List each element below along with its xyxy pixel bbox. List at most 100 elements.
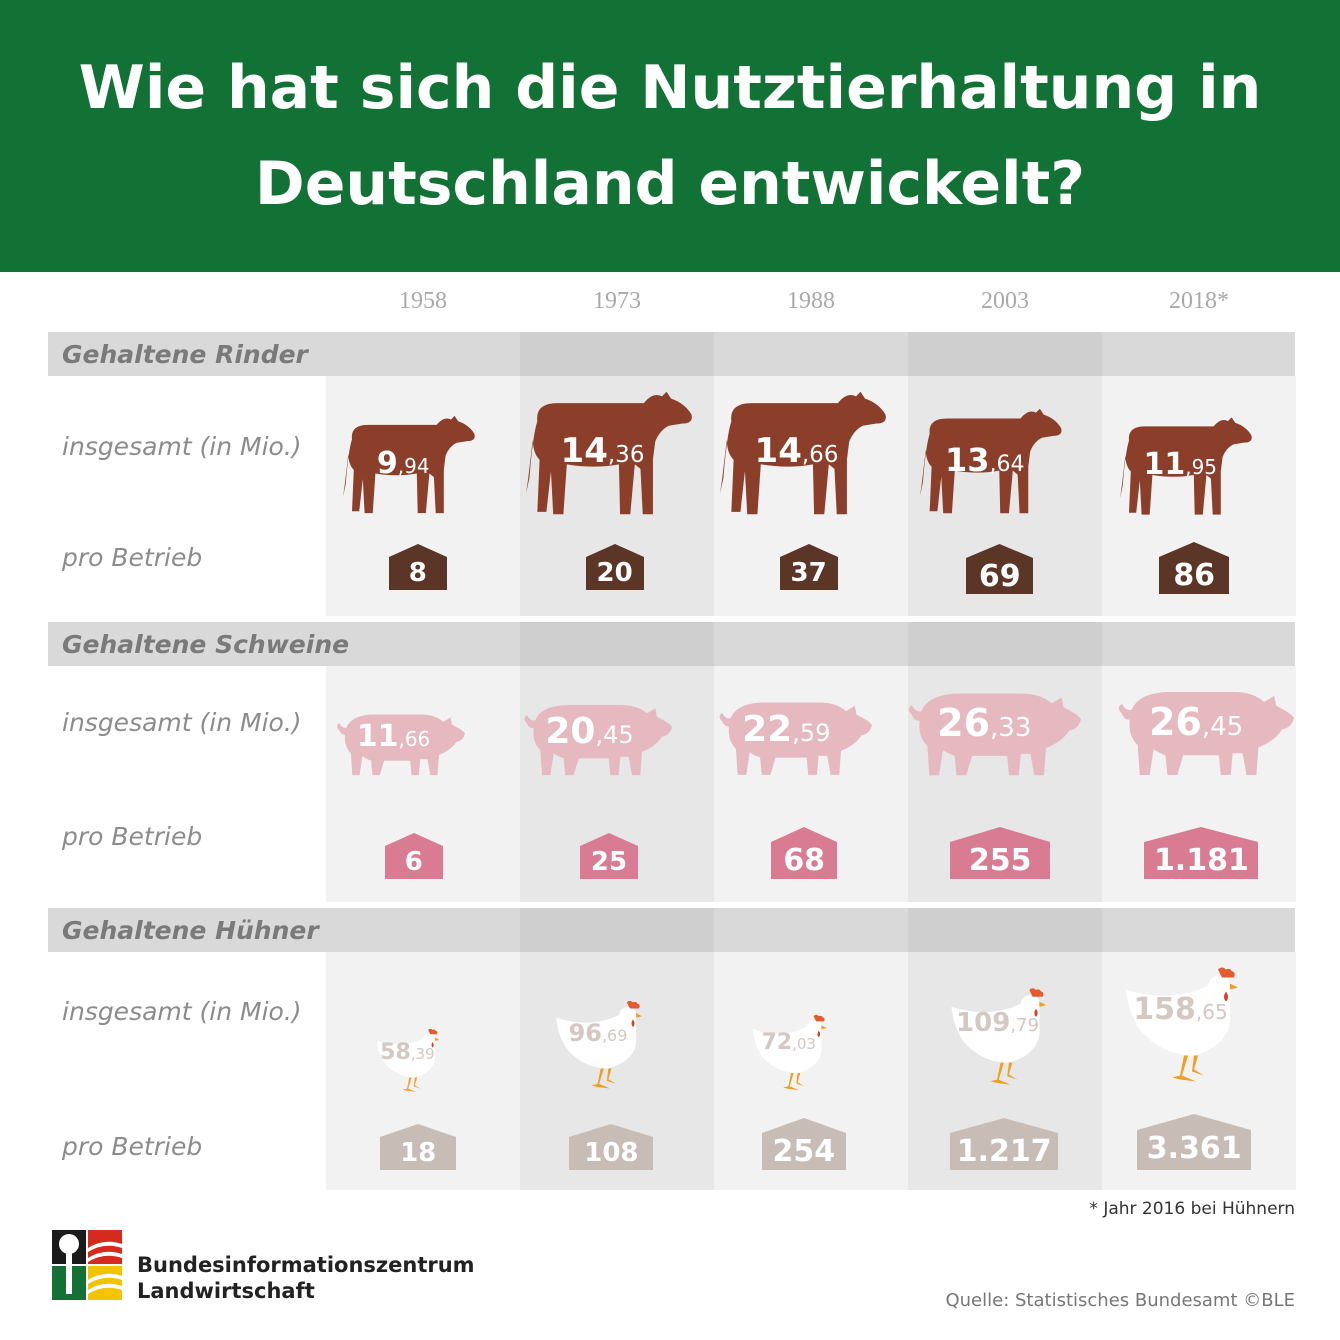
farm-house-icon: 20: [585, 544, 644, 590]
total-value-decimal: ,64: [989, 452, 1025, 478]
per-farm-value: 68: [783, 842, 826, 878]
total-value-decimal: ,39: [410, 1045, 435, 1064]
total-value-integer: 158: [1133, 991, 1196, 1027]
total-value: 9,94: [343, 446, 465, 481]
total-value-decimal: ,03: [792, 1034, 816, 1053]
total-value: 72,03: [750, 1030, 827, 1055]
cow-icon: 14,66: [720, 388, 890, 518]
header-banner: Wie hat sich die Nutztierhaltung in Deut…: [0, 0, 1340, 272]
year-label: 2018*: [1169, 288, 1229, 314]
section-title: Gehaltene Rinder: [62, 340, 308, 369]
total-value: 20,45: [522, 711, 657, 752]
row-label-per-farm: pro Betrieb: [62, 1132, 203, 1161]
per-farm-value: 3.361: [1146, 1130, 1242, 1166]
farm-house-icon: 18: [380, 1124, 457, 1170]
farm-house-icon: 37: [779, 544, 838, 590]
total-value: 26,45: [1116, 700, 1276, 744]
total-value: 58,39: [375, 1040, 440, 1065]
per-farm-value: 254: [772, 1133, 836, 1169]
per-farm-value: 86: [1173, 557, 1216, 593]
pig-icon: 11,66: [335, 708, 465, 778]
total-value-decimal: ,33: [990, 713, 1032, 744]
row-label-total: insgesamt (in Mio.): [62, 432, 302, 461]
total-value: 11,95: [1120, 447, 1242, 482]
total-value-integer: 11: [356, 719, 399, 755]
cow-icon: 11,95: [1119, 414, 1255, 518]
total-value-decimal: ,94: [397, 453, 430, 478]
section-band-shade: [908, 908, 1102, 952]
row-label-per-farm: pro Betrieb: [62, 543, 203, 572]
total-value-integer: 109: [956, 1008, 1011, 1039]
year-label: 2003: [981, 288, 1029, 314]
total-value: 26,33: [906, 701, 1064, 745]
total-value-integer: 58: [380, 1040, 411, 1066]
total-value-decimal: ,65: [1195, 999, 1228, 1024]
farm-house-icon: 255: [950, 827, 1051, 879]
per-farm-value: 18: [400, 1137, 437, 1168]
total-value-decimal: ,45: [1201, 711, 1244, 742]
farm-house-icon: 69: [966, 544, 1034, 594]
section-title: Gehaltene Hühner: [62, 916, 319, 945]
total-value-decimal: ,69: [601, 1025, 628, 1045]
row-label-total: insgesamt (in Mio.): [62, 997, 302, 1026]
farm-house-icon: 1.217: [950, 1118, 1059, 1170]
pig-icon: 26,33: [906, 684, 1081, 780]
total-value-integer: 22: [742, 708, 793, 750]
footnote: * Jahr 2016 bei Hühnern: [1089, 1199, 1295, 1219]
year-label: 1988: [787, 288, 835, 314]
page-title: Wie hat sich die Nutztierhaltung in Deut…: [78, 53, 1262, 219]
farm-house-icon: 254: [761, 1118, 846, 1170]
total-value-integer: 20: [545, 711, 596, 753]
per-farm-value: 8: [408, 557, 427, 588]
total-value-integer: 9: [376, 445, 398, 481]
cow-icon: 13,64: [919, 405, 1065, 517]
row-label-per-farm: pro Betrieb: [62, 822, 203, 851]
pig-icon: 22,59: [717, 694, 872, 779]
farm-house-icon: 3.361: [1137, 1114, 1252, 1170]
total-value-integer: 11: [1143, 447, 1186, 483]
total-value-decimal: ,36: [607, 441, 645, 468]
per-farm-value: 255: [968, 842, 1032, 878]
farm-house-icon: 1.181: [1144, 827, 1259, 879]
hen-icon: 158,65: [1122, 955, 1252, 1100]
hen-icon: 109,79: [948, 978, 1058, 1100]
per-farm-value: 37: [790, 557, 827, 588]
total-value-integer: 13: [944, 441, 990, 480]
farm-house-icon: 8: [388, 544, 447, 590]
total-value-integer: 14: [560, 430, 608, 471]
per-farm-value: 69: [978, 559, 1021, 594]
source-text: Quelle: Statistisches Bundesamt ©BLE: [945, 1290, 1295, 1311]
section-title: Gehaltene Schweine: [62, 630, 350, 659]
row-label-total: insgesamt (in Mio.): [62, 708, 302, 737]
total-value: 109,79: [948, 1008, 1047, 1038]
total-value: 22,59: [717, 709, 857, 750]
farm-house-icon: 25: [580, 833, 638, 879]
year-label: 1958: [399, 288, 447, 314]
total-value: 96,69: [553, 1019, 643, 1047]
total-value-integer: 96: [568, 1018, 602, 1047]
total-value: 158,65: [1122, 992, 1239, 1027]
pig-icon: 20,45: [522, 697, 672, 779]
total-value: 14,66: [720, 431, 873, 471]
year-label: 1973: [593, 288, 641, 314]
per-farm-value: 1.181: [1153, 842, 1249, 878]
section-band-shade: [520, 332, 714, 376]
per-farm-value: 25: [590, 846, 628, 877]
total-value-decimal: ,59: [792, 718, 831, 747]
total-value: 13,64: [920, 441, 1051, 479]
cow-icon: 9,94: [342, 412, 478, 517]
farm-house-icon: 68: [771, 827, 838, 879]
hen-icon: 58,39: [375, 1022, 447, 1102]
total-value: 14,36: [526, 431, 679, 471]
total-value-integer: 26: [1148, 699, 1202, 744]
total-value: 11,66: [335, 719, 452, 754]
total-value-integer: 26: [937, 701, 991, 746]
farm-house-icon: 108: [569, 1124, 654, 1170]
farm-house-icon: 6: [384, 833, 443, 879]
per-farm-value: 108: [584, 1137, 639, 1168]
total-value-decimal: ,79: [1010, 1015, 1039, 1037]
farm-house-icon: 86: [1159, 542, 1230, 594]
section-band-shade: [520, 622, 714, 666]
logo-line-2: Landwirtschaft: [137, 1279, 315, 1303]
hen-icon: 96,69: [553, 992, 653, 1102]
